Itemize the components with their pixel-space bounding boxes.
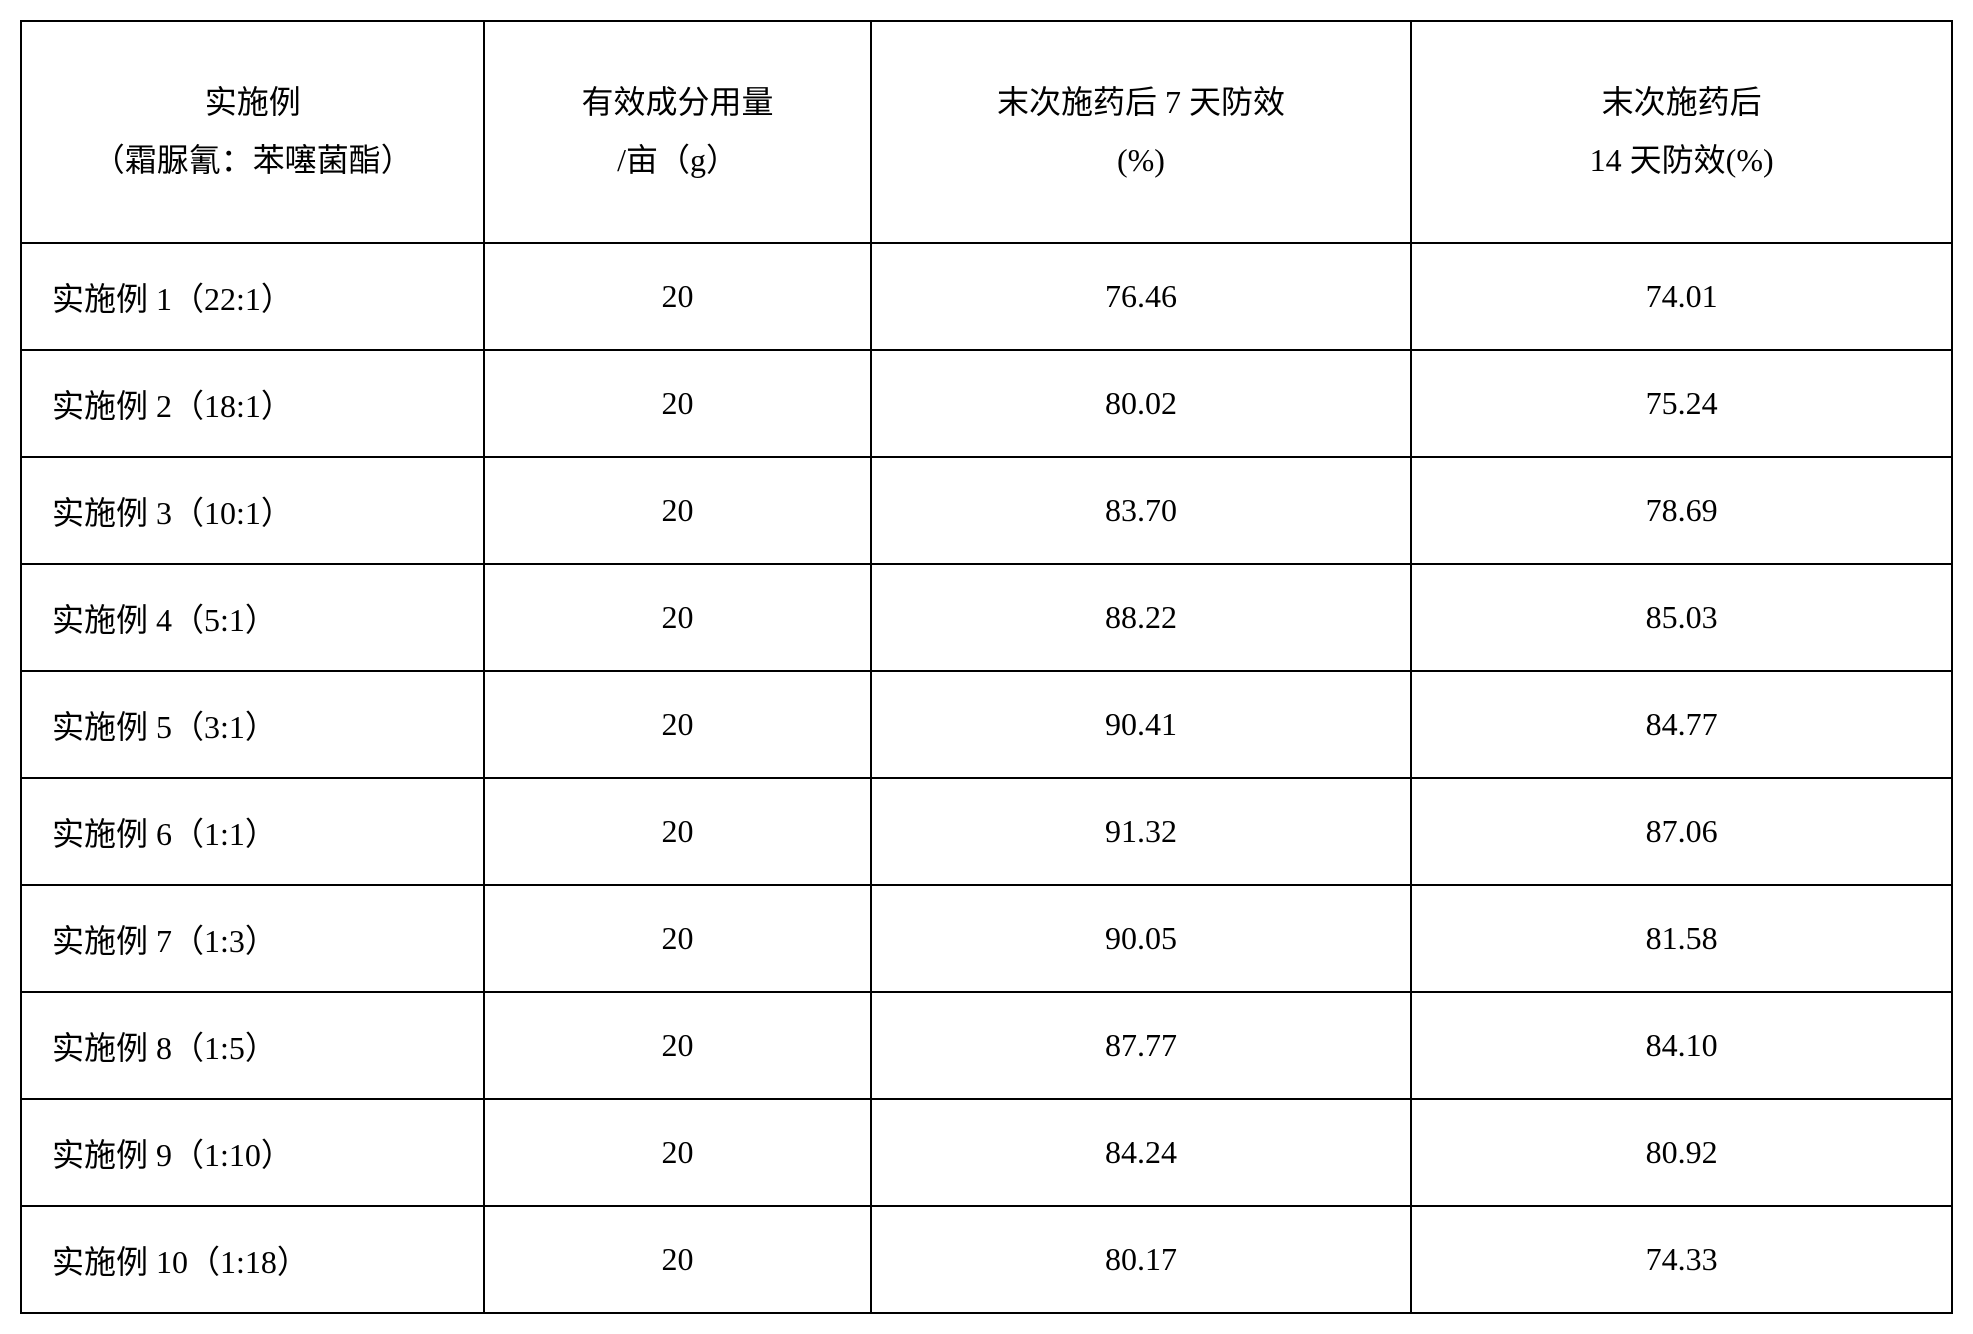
table-row: 实施例 2（18:1） 20 80.02 75.24 [21,350,1952,457]
cell-eff14: 81.58 [1411,885,1952,992]
col-header-example: 实施例 （霜脲氰：苯噻菌酯） [21,21,484,243]
col-header-eff14: 末次施药后 14 天防效(%) [1411,21,1952,243]
cell-dose: 20 [484,885,870,992]
cell-eff7: 87.77 [871,992,1412,1099]
table-header-row: 实施例 （霜脲氰：苯噻菌酯） 有效成分用量 /亩（g） 末次施药后 7 天防效 … [21,21,1952,243]
col-header-example-line2: （霜脲氰：苯噻菌酯） [22,132,483,190]
table-row: 实施例 5（3:1） 20 90.41 84.77 [21,671,1952,778]
cell-eff14: 87.06 [1411,778,1952,885]
cell-eff7: 80.02 [871,350,1412,457]
table-row: 实施例 4（5:1） 20 88.22 85.03 [21,564,1952,671]
cell-eff14: 85.03 [1411,564,1952,671]
cell-eff14: 78.69 [1411,457,1952,564]
cell-eff7: 80.17 [871,1206,1412,1313]
cell-dose: 20 [484,350,870,457]
cell-eff7: 88.22 [871,564,1412,671]
table-row: 实施例 3（10:1） 20 83.70 78.69 [21,457,1952,564]
cell-dose: 20 [484,992,870,1099]
cell-example: 实施例 9（1:10） [21,1099,484,1206]
cell-example: 实施例 7（1:3） [21,885,484,992]
table-row: 实施例 9（1:10） 20 84.24 80.92 [21,1099,1952,1206]
table-row: 实施例 7（1:3） 20 90.05 81.58 [21,885,1952,992]
cell-eff14: 74.33 [1411,1206,1952,1313]
cell-eff14: 75.24 [1411,350,1952,457]
col-header-eff7: 末次施药后 7 天防效 (%) [871,21,1412,243]
cell-eff7: 84.24 [871,1099,1412,1206]
cell-eff7: 91.32 [871,778,1412,885]
cell-dose: 20 [484,778,870,885]
col-header-eff7-line2: (%) [872,132,1411,190]
cell-eff7: 83.70 [871,457,1412,564]
cell-example: 实施例 1（22:1） [21,243,484,350]
table-row: 实施例 1（22:1） 20 76.46 74.01 [21,243,1952,350]
cell-dose: 20 [484,457,870,564]
cell-dose: 20 [484,1099,870,1206]
cell-dose: 20 [484,671,870,778]
cell-eff14: 84.10 [1411,992,1952,1099]
col-header-eff14-line2: 14 天防效(%) [1412,132,1951,190]
col-header-eff7-line1: 末次施药后 7 天防效 [872,74,1411,132]
table-body: 实施例 1（22:1） 20 76.46 74.01 实施例 2（18:1） 2… [21,243,1952,1313]
cell-eff7: 90.41 [871,671,1412,778]
cell-eff14: 80.92 [1411,1099,1952,1206]
table-row: 实施例 10（1:18） 20 80.17 74.33 [21,1206,1952,1313]
cell-dose: 20 [484,243,870,350]
cell-example: 实施例 4（5:1） [21,564,484,671]
cell-example: 实施例 10（1:18） [21,1206,484,1313]
table-row: 实施例 6（1:1） 20 91.32 87.06 [21,778,1952,885]
cell-example: 实施例 5（3:1） [21,671,484,778]
col-header-dose: 有效成分用量 /亩（g） [484,21,870,243]
col-header-example-line1: 实施例 [22,74,483,132]
cell-example: 实施例 3（10:1） [21,457,484,564]
cell-dose: 20 [484,1206,870,1313]
cell-dose: 20 [484,564,870,671]
col-header-eff14-line1: 末次施药后 [1412,74,1951,132]
table-row: 实施例 8（1:5） 20 87.77 84.10 [21,992,1952,1099]
cell-eff14: 84.77 [1411,671,1952,778]
cell-example: 实施例 2（18:1） [21,350,484,457]
col-header-dose-line2: /亩（g） [485,132,869,190]
cell-example: 实施例 8（1:5） [21,992,484,1099]
cell-eff7: 76.46 [871,243,1412,350]
cell-example: 实施例 6（1:1） [21,778,484,885]
cell-eff14: 74.01 [1411,243,1952,350]
col-header-dose-line1: 有效成分用量 [485,74,869,132]
efficacy-table: 实施例 （霜脲氰：苯噻菌酯） 有效成分用量 /亩（g） 末次施药后 7 天防效 … [20,20,1953,1314]
cell-eff7: 90.05 [871,885,1412,992]
